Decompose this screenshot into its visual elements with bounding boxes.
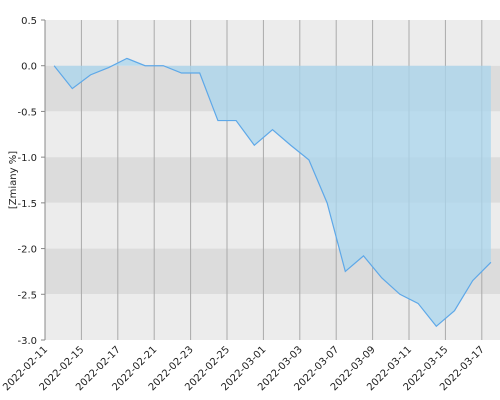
y-tick-label: -0.5 <box>17 107 37 118</box>
grid-band <box>45 20 500 66</box>
y-tick-label: 0.0 <box>21 62 37 73</box>
y-tick-label: -1.0 <box>17 153 37 164</box>
area <box>54 58 491 327</box>
y-axis-label: [Zmiany %] <box>8 151 19 209</box>
y-tick-label: -3.0 <box>17 336 37 347</box>
y-tick-label: -2.0 <box>17 245 37 256</box>
y-tick-label: -2.5 <box>17 290 37 301</box>
y-tick-label: -1.5 <box>17 199 37 210</box>
line <box>53 57 492 328</box>
y-tick-label: 0.5 <box>21 16 37 27</box>
